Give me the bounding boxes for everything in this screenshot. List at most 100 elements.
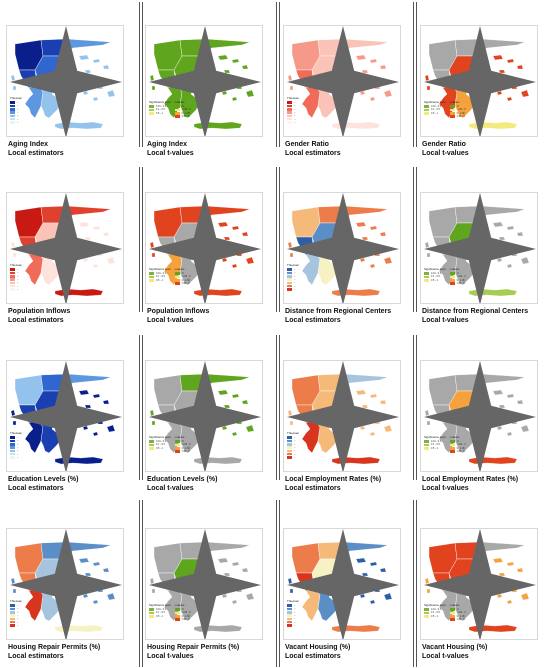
caption-measure: Local estimators bbox=[8, 316, 64, 324]
north-arrow-icon bbox=[424, 361, 536, 471]
island bbox=[369, 263, 376, 269]
tvalue-legend: Significance level 0.01 - 0.1 0.1 - 0.5 0.5… bbox=[424, 603, 466, 621]
island bbox=[223, 572, 231, 577]
map-panel: Thiessen – – – – – – – Gender Ratio Local estimat… bbox=[283, 25, 401, 165]
caption-measure: Local estimators bbox=[285, 652, 341, 660]
tvalue-label: -5 bbox=[181, 440, 184, 444]
tvalue-swatch bbox=[424, 443, 429, 447]
north-arrow-icon bbox=[424, 529, 536, 639]
island bbox=[506, 58, 515, 64]
island bbox=[106, 89, 116, 98]
tvalue-legend-row: 0 - 1.96 bbox=[174, 447, 191, 450]
tvalue-legend-row: -1.96 - 0 bbox=[174, 108, 191, 111]
tvalue-label: 0.01 - 0.1 bbox=[156, 272, 167, 276]
caption-measure: Local t-values bbox=[147, 484, 194, 492]
tvalue-swatch bbox=[449, 111, 455, 115]
island bbox=[82, 90, 89, 96]
tvalue-legend: Significance level 0.01 - 0.1 0.1 - 0.5 0.5… bbox=[149, 435, 191, 453]
island bbox=[245, 592, 255, 601]
island bbox=[223, 69, 231, 74]
legend-swatch bbox=[287, 604, 292, 607]
tvalue-legend-row: 0 - 1.96 bbox=[174, 615, 191, 618]
island bbox=[217, 557, 229, 564]
legend-label: – bbox=[294, 620, 296, 624]
map-frame: Thiessen – – – – – – – bbox=[6, 528, 124, 640]
island bbox=[151, 252, 156, 258]
north-arrow-icon bbox=[149, 26, 261, 136]
tvalue-swatch bbox=[424, 111, 429, 115]
legend-swatch bbox=[10, 271, 15, 275]
legend-swatch bbox=[10, 111, 15, 114]
tvalue-legend-row: 0.1 - 0.5 bbox=[149, 611, 171, 614]
legend-swatch bbox=[287, 446, 292, 449]
island bbox=[289, 588, 294, 594]
tvalue-label: 0.5 - 1 bbox=[156, 614, 163, 618]
island bbox=[102, 64, 110, 70]
tvalue-swatch bbox=[449, 608, 455, 611]
tvalue-legend-row: 0.5 - 1 bbox=[149, 447, 171, 450]
island bbox=[84, 572, 92, 577]
legend-swatch bbox=[10, 268, 15, 271]
tvalue-label: 1.96 - 5 bbox=[456, 282, 465, 286]
tvalue-legend-row: 0 - 1.96 bbox=[174, 112, 191, 115]
legend-label: – bbox=[17, 607, 19, 611]
island bbox=[149, 577, 155, 585]
map-frame: Significance level 0.01 - 0.1 0.1 - 0.5 0.5… bbox=[420, 360, 538, 472]
caption-variable: Vacant Housing (%) bbox=[422, 644, 488, 651]
legend-swatch bbox=[287, 624, 292, 627]
island bbox=[383, 89, 393, 98]
legend-label: – bbox=[17, 455, 19, 459]
tvalue-label: 0.5 - 1 bbox=[156, 111, 163, 115]
island bbox=[424, 74, 430, 82]
legend-title: Thiessen bbox=[10, 263, 23, 267]
tvalue-swatch bbox=[149, 275, 154, 279]
island bbox=[379, 399, 387, 405]
island bbox=[241, 567, 249, 573]
tvalue-label: 0 - 1.96 bbox=[456, 446, 465, 450]
map-caption: Housing Repair Permits (%) Local estimato… bbox=[8, 644, 128, 661]
legend-row: – bbox=[10, 436, 22, 439]
map-panel: Significance level 0.01 - 0.1 0.1 - 0.5 0.5… bbox=[420, 25, 538, 165]
map-frame: Thiessen – – – – – – – bbox=[6, 360, 124, 472]
tvalue-label: 0.1 - 0.5 bbox=[431, 275, 440, 279]
tvalue-label: 0.5 - 1 bbox=[156, 278, 163, 282]
tvalue-label: 0.5 - 1 bbox=[431, 614, 438, 618]
tvalue-swatch bbox=[149, 111, 154, 115]
legend-title: Thiessen bbox=[287, 431, 300, 435]
tvalue-legend-column: Significance level 0.01 - 0.1 0.1 - 0.5 0.5… bbox=[424, 100, 446, 118]
tvalue-legend-row: -1.96 - 0 bbox=[449, 443, 466, 446]
legend-swatch bbox=[287, 274, 292, 278]
tvalue-swatch bbox=[449, 272, 455, 275]
legend-label: – bbox=[17, 446, 19, 450]
legend-label: – bbox=[294, 439, 296, 443]
tvalue-legend-header: Significance level bbox=[424, 100, 446, 104]
tvalue-legend-row: 0 - 1.96 bbox=[449, 111, 466, 115]
legend-swatch bbox=[10, 101, 15, 104]
island bbox=[84, 404, 92, 409]
island bbox=[383, 256, 393, 265]
island bbox=[245, 424, 255, 433]
tvalue-legend: Significance level 0.01 - 0.1 0.1 - 0.5 0.5… bbox=[424, 267, 466, 285]
island bbox=[355, 221, 367, 228]
tvalue-label: 0.1 - 0.5 bbox=[431, 108, 440, 112]
island bbox=[516, 64, 524, 70]
tvalue-label: -1.96 - 0 bbox=[456, 611, 466, 615]
column-separator bbox=[413, 500, 417, 667]
tvalue-legend-row: 1.96 - 5 bbox=[449, 115, 466, 118]
tvalue-label: 0 - 1.96 bbox=[456, 614, 465, 618]
island bbox=[102, 567, 110, 573]
caption-measure: Local t-values bbox=[147, 316, 194, 324]
legend-swatch bbox=[287, 288, 292, 291]
island bbox=[369, 58, 378, 64]
island bbox=[287, 409, 293, 417]
tvalue-swatch bbox=[174, 275, 180, 279]
legend-swatch bbox=[287, 284, 292, 288]
legend-swatch bbox=[10, 114, 15, 118]
map-frame: Thiessen – – – – – – – bbox=[283, 192, 401, 304]
tvalue-label: -1.96 - 0 bbox=[181, 275, 191, 279]
island bbox=[78, 54, 90, 61]
tvalue-legend-row: -5 bbox=[174, 440, 191, 444]
legend-swatch bbox=[287, 614, 292, 617]
